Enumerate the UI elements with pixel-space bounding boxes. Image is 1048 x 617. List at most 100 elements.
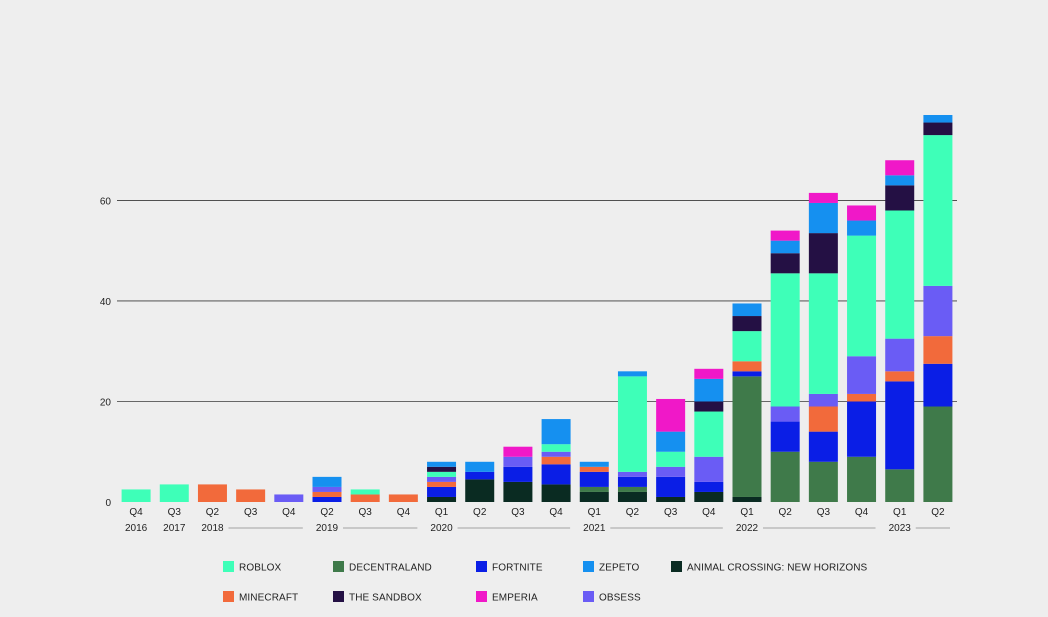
bar-segment-roblox bbox=[656, 451, 686, 467]
bar-segment-minecraft bbox=[847, 393, 877, 402]
bar-segment-animal-crossing-new-horizons bbox=[656, 496, 686, 502]
legend-item-minecraft: MINECRAFT bbox=[223, 591, 298, 604]
legend-item-emperia: EMPERIA bbox=[476, 591, 538, 604]
bar-stack-3 bbox=[236, 489, 266, 502]
x-tick-label: Q1 bbox=[740, 507, 754, 518]
year-label: 2017 bbox=[163, 523, 186, 534]
bar-segment-fortnite bbox=[808, 431, 838, 462]
bar-segment-minecraft bbox=[579, 466, 609, 472]
bar-stack-14 bbox=[656, 398, 686, 502]
bar-segment-roblox bbox=[923, 135, 953, 286]
x-tick-label: Q1 bbox=[588, 507, 602, 518]
bar-segment-animal-crossing-new-horizons bbox=[503, 481, 533, 502]
bar-segment-the-sandbox bbox=[770, 253, 800, 274]
x-tick-label: Q2 bbox=[626, 507, 640, 518]
legend-label: MINECRAFT bbox=[239, 593, 298, 604]
bar-segment-zepeto bbox=[579, 461, 609, 467]
bar-segment-decentraland bbox=[579, 486, 609, 492]
bar-stack-18 bbox=[808, 192, 838, 502]
bar-segment-fortnite bbox=[732, 371, 762, 377]
bar-segment-zepeto bbox=[541, 419, 571, 445]
year-labels: 2016 2017 2018 2019 2020 2021 2022 2023 bbox=[125, 523, 950, 534]
legend-swatch bbox=[223, 561, 234, 572]
bar-segment-decentraland bbox=[770, 451, 800, 502]
bar-stack-11 bbox=[541, 419, 571, 502]
bar-segment-fortnite bbox=[656, 476, 686, 497]
x-axis-ticks: Q4 Q3 Q2 Q3 Q4 Q2 Q3 Q4 Q1 Q2 Q3 Q4 Q1 Q2 Q3 Q4 Q1 Q2 Q3 Q4… bbox=[129, 507, 945, 518]
bar-segment-the-sandbox bbox=[694, 401, 724, 412]
bar-stack-10 bbox=[503, 446, 533, 502]
y-tick-label: 20 bbox=[100, 397, 112, 408]
bar-stack-17 bbox=[770, 230, 800, 502]
bar-segment-obsess bbox=[541, 451, 571, 457]
bar-segment-zepeto bbox=[885, 175, 915, 186]
bar-segment-obsess bbox=[694, 456, 724, 482]
bar-segment-emperia bbox=[847, 205, 877, 221]
legend-label: ANIMAL CROSSING: NEW HORIZONS bbox=[687, 563, 868, 574]
bar-segment-animal-crossing-new-horizons bbox=[427, 496, 457, 502]
x-tick-label: Q4 bbox=[855, 507, 869, 518]
bar-segment-roblox bbox=[617, 376, 647, 472]
bar-segment-animal-crossing-new-horizons bbox=[541, 484, 571, 502]
legend-item-roblox: ROBLOX bbox=[223, 561, 281, 574]
bar-segment-obsess bbox=[656, 466, 686, 477]
bar-segment-emperia bbox=[503, 446, 533, 457]
bar-segment-roblox bbox=[121, 489, 151, 502]
legend-label: FORTNITE bbox=[492, 563, 543, 574]
y-tick-label: 0 bbox=[105, 498, 111, 509]
bar-segment-decentraland bbox=[885, 469, 915, 502]
year-label: 2021 bbox=[583, 523, 606, 534]
bar-segment-roblox bbox=[847, 235, 877, 357]
bar-segment-minecraft bbox=[312, 491, 342, 497]
bar-segment-roblox bbox=[808, 273, 838, 394]
bar-segment-fortnite bbox=[427, 486, 457, 497]
bar-segment-emperia bbox=[656, 398, 686, 432]
legend-swatch bbox=[583, 591, 594, 602]
bar-segment-zepeto bbox=[465, 461, 495, 472]
bar-segment-obsess bbox=[885, 338, 915, 372]
bars bbox=[121, 115, 953, 502]
legend-label: OBSESS bbox=[599, 593, 641, 604]
bar-stack-2 bbox=[197, 484, 227, 502]
bar-segment-fortnite bbox=[617, 476, 647, 487]
legend-swatch bbox=[223, 591, 234, 602]
bar-segment-minecraft bbox=[808, 406, 838, 432]
bar-segment-minecraft bbox=[427, 481, 457, 487]
x-tick-label: Q2 bbox=[779, 507, 793, 518]
bar-stack-16 bbox=[732, 303, 762, 502]
bar-segment-roblox bbox=[350, 489, 380, 495]
bar-segment-zepeto bbox=[732, 303, 762, 317]
bar-stack-13 bbox=[617, 371, 647, 502]
bar-segment-fortnite bbox=[885, 381, 915, 470]
x-tick-label: Q3 bbox=[244, 507, 258, 518]
bar-stack-4 bbox=[274, 494, 304, 502]
bar-segment-animal-crossing-new-horizons bbox=[465, 479, 495, 502]
bar-stack-1 bbox=[159, 484, 189, 502]
bar-stack-21 bbox=[923, 115, 953, 502]
bar-segment-roblox bbox=[541, 444, 571, 452]
bar-segment-roblox bbox=[427, 471, 457, 477]
bar-segment-fortnite bbox=[770, 421, 800, 452]
x-tick-label: Q2 bbox=[320, 507, 334, 518]
x-tick-label: Q4 bbox=[702, 507, 716, 518]
bar-segment-roblox bbox=[732, 331, 762, 362]
legend-item-fortnite: FORTNITE bbox=[476, 561, 543, 574]
legend-swatch bbox=[583, 561, 594, 572]
bar-segment-fortnite bbox=[694, 481, 724, 492]
bar-segment-decentraland bbox=[808, 461, 838, 502]
bar-segment-fortnite bbox=[541, 464, 571, 485]
bar-segment-emperia bbox=[770, 230, 800, 241]
bar-segment-minecraft bbox=[732, 361, 762, 372]
bar-segment-decentraland bbox=[617, 486, 647, 492]
x-tick-label: Q1 bbox=[435, 507, 449, 518]
bar-segment-roblox bbox=[770, 273, 800, 407]
bar-segment-zepeto bbox=[656, 431, 686, 452]
legend-swatch bbox=[476, 591, 487, 602]
bar-segment-fortnite bbox=[312, 496, 342, 502]
x-tick-label: Q2 bbox=[206, 507, 220, 518]
bar-segment-emperia bbox=[885, 160, 915, 176]
bar-segment-fortnite bbox=[847, 401, 877, 457]
x-tick-label: Q4 bbox=[397, 507, 411, 518]
bar-segment-zepeto bbox=[617, 371, 647, 377]
